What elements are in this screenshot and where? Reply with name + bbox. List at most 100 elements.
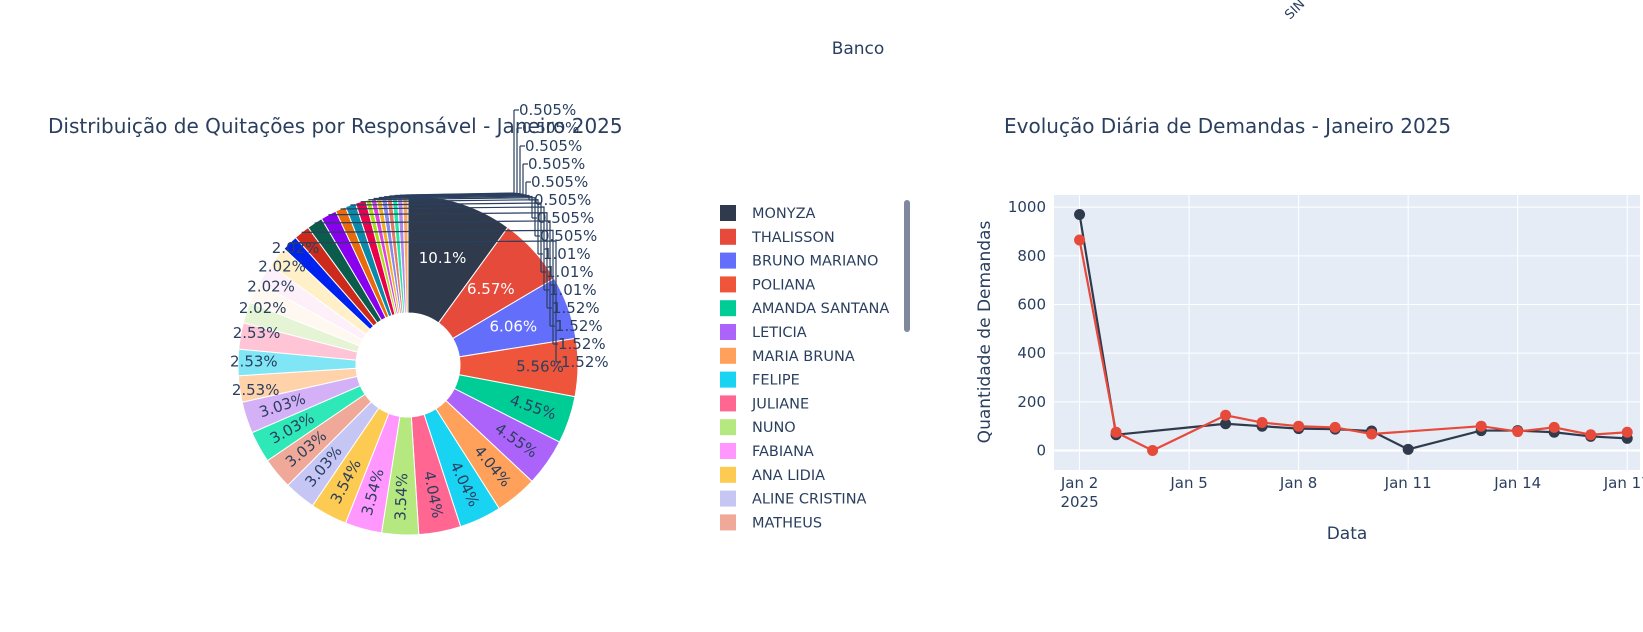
series-2-point[interactable] xyxy=(1147,445,1159,457)
legend-swatch xyxy=(720,205,736,221)
pie-label-31: 0.505% xyxy=(540,227,597,245)
pie-label-21: 2.02% xyxy=(247,278,295,296)
legend-swatch xyxy=(720,514,736,531)
series-2-point[interactable] xyxy=(1548,421,1560,433)
legend-item-11[interactable]: FABIANA xyxy=(720,443,814,460)
x-tick-label: Jan 5 xyxy=(1169,474,1207,492)
legend-item-5[interactable]: AMANDA SANTANA xyxy=(720,300,889,317)
series-2-point[interactable] xyxy=(1475,420,1487,432)
series-2-point[interactable] xyxy=(1366,428,1378,440)
x-tick-label: Jan 2 xyxy=(1060,474,1098,492)
pie-leader-28 xyxy=(340,206,545,290)
pie-label-36: 0.505% xyxy=(525,137,582,155)
legend-swatch xyxy=(720,276,736,293)
series-1-point[interactable] xyxy=(1074,208,1086,220)
pie-label-22: 2.02% xyxy=(258,258,306,276)
pie-leader-29 xyxy=(350,202,542,272)
pie-leader-36 xyxy=(394,146,521,197)
legend-swatch xyxy=(720,252,736,269)
pie-label-26: 1.52% xyxy=(555,317,603,335)
y-axis-label: Quantidade de Demandas xyxy=(975,221,995,444)
pie-label-35: 0.505% xyxy=(528,155,585,173)
legend-swatch xyxy=(720,347,736,364)
pie-label-30: 1.01% xyxy=(543,245,591,263)
legend-label: LETICIA xyxy=(752,325,807,341)
legend-item-6[interactable]: LETICIA xyxy=(720,324,807,341)
legend-label: MARIA BRUNA xyxy=(752,349,855,365)
pie-leader-34 xyxy=(384,182,527,198)
legend-item-13[interactable]: ALINE CRISTINA xyxy=(720,490,867,508)
legend-label: BRUNO MARIANO xyxy=(752,254,878,270)
legend-scrollbar[interactable] xyxy=(904,200,910,332)
legend-item-7[interactable]: MARIA BRUNA xyxy=(720,347,855,365)
series-2-point[interactable] xyxy=(1329,421,1341,433)
pie-leader-37 xyxy=(399,128,518,196)
legend-item-3[interactable]: BRUNO MARIANO xyxy=(720,252,878,270)
clipped-rotated-label: SIN xyxy=(1282,0,1308,23)
pie-label-25: 1.52% xyxy=(558,335,606,353)
legend-swatch xyxy=(720,419,736,436)
legend-item-14[interactable]: MATHEUS xyxy=(720,514,822,531)
legend-swatch xyxy=(720,371,736,388)
pie-leader-32 xyxy=(373,195,533,218)
pie-label-38: 0.505% xyxy=(519,101,576,119)
line-title: Evolução Diária de Demandas - Janeiro 20… xyxy=(1004,114,1451,138)
y-tick-label: 800 xyxy=(1017,247,1046,265)
legend-label: FELIPE xyxy=(752,373,800,389)
legend-swatch xyxy=(720,443,736,459)
pie-label-28: 1.01% xyxy=(549,281,597,299)
pie-label-37: 0.505% xyxy=(522,119,579,137)
legend-label: MONYZA xyxy=(752,206,816,222)
series-2-point[interactable] xyxy=(1220,409,1232,421)
pie-label-18: 2.53% xyxy=(230,352,278,370)
pie-label-24: 1.52% xyxy=(561,353,609,371)
legend-item-10[interactable]: NUNO xyxy=(720,419,796,436)
series-2-point[interactable] xyxy=(1293,420,1305,432)
legend-item-2[interactable]: THALISSON xyxy=(720,228,835,246)
y-tick-label: 400 xyxy=(1017,344,1046,362)
legend-label: FABIANA xyxy=(752,444,814,460)
series-2-point[interactable] xyxy=(1110,426,1122,438)
pie-leader-35 xyxy=(389,164,524,197)
y-tick-label: 0 xyxy=(1036,442,1046,460)
legend-item-8[interactable]: FELIPE xyxy=(720,371,800,389)
pie-label-2: 6.57% xyxy=(467,280,515,298)
pie-leader-30 xyxy=(360,199,539,254)
x-tick-label: Jan 8 xyxy=(1279,474,1317,492)
series-2-point[interactable] xyxy=(1074,234,1086,246)
series-2-point[interactable] xyxy=(1585,429,1597,441)
legend-label: THALISSON xyxy=(751,230,835,246)
series-2-point[interactable] xyxy=(1621,426,1633,438)
line-plot-area xyxy=(1054,195,1640,470)
series-2-point[interactable] xyxy=(1512,426,1524,438)
pie-label-34: 0.505% xyxy=(531,173,588,191)
legend-item-1[interactable]: MONYZA xyxy=(720,205,816,222)
pie-title: Distribuição de Quitações por Responsáve… xyxy=(48,114,623,138)
pie-leader-33 xyxy=(378,194,530,200)
y-tick-labels: 0 200 400 600 800 1000 xyxy=(1008,198,1046,459)
legend-label: POLIANA xyxy=(752,277,815,293)
legend-item-4[interactable]: POLIANA xyxy=(720,276,815,293)
legend-label: AMANDA SANTANA xyxy=(752,301,889,317)
x-axis-label: Data xyxy=(1327,524,1368,544)
pie-leader-31 xyxy=(368,197,536,236)
pie-label-29: 1.01% xyxy=(546,263,594,281)
legend-label: MATHEUS xyxy=(752,515,822,531)
legend-swatch xyxy=(720,395,736,412)
pie-label-32: 0.505% xyxy=(537,209,594,227)
legend-swatch xyxy=(720,228,736,245)
legend-item-12[interactable]: ANA LIDIA xyxy=(720,466,825,484)
pie-label-27: 1.52% xyxy=(552,299,600,317)
series-1-point[interactable] xyxy=(1402,443,1414,455)
y-tick-label: 200 xyxy=(1017,393,1046,411)
pie-leader-25 xyxy=(301,229,554,344)
pie-leader-26 xyxy=(314,220,551,326)
legend-swatch xyxy=(720,300,736,317)
series-2-point[interactable] xyxy=(1256,417,1268,429)
legend-label: ANA LIDIA xyxy=(752,468,825,484)
pie-leader-27 xyxy=(328,212,548,308)
series-1-point[interactable] xyxy=(1220,418,1232,430)
legend-item-9[interactable]: JULIANE xyxy=(720,395,809,412)
line-series xyxy=(1074,208,1633,457)
